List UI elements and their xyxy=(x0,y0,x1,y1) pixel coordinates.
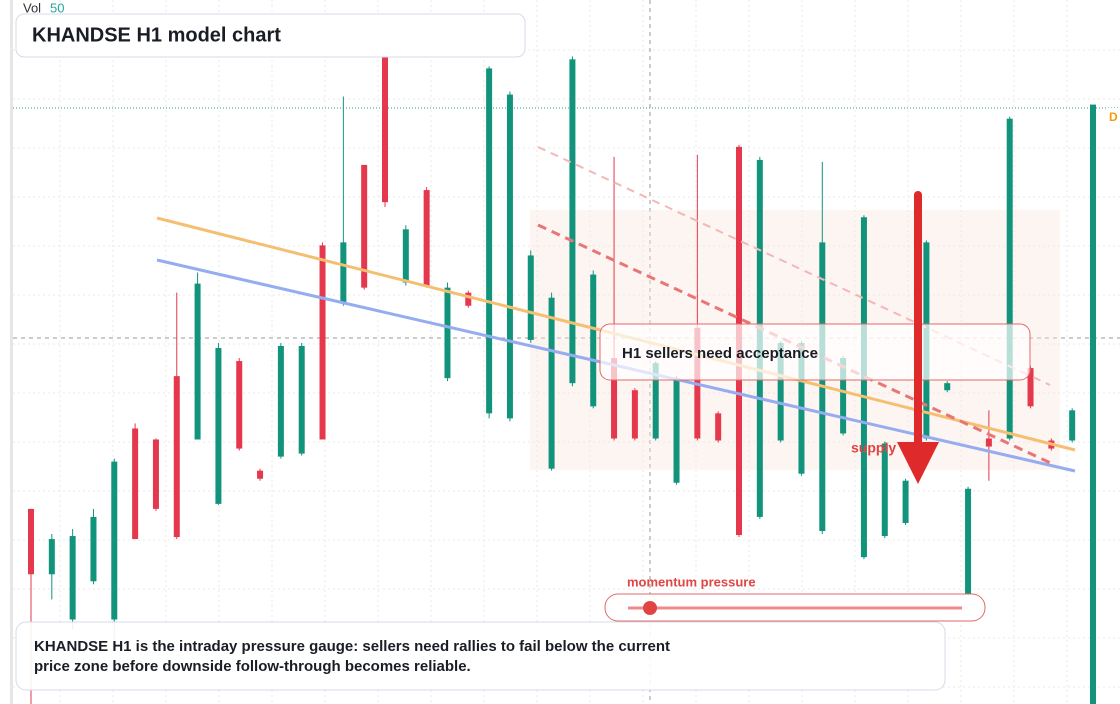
callout-box xyxy=(599,323,1031,381)
candle-body xyxy=(361,164,368,288)
vol-label: Vol xyxy=(23,0,41,15)
candle-body xyxy=(527,255,534,340)
candle-body xyxy=(257,470,264,479)
price-badge xyxy=(1104,108,1120,126)
candle-body xyxy=(319,245,326,440)
candle-body xyxy=(132,428,139,540)
candle-body xyxy=(215,347,222,504)
price-tag: D xyxy=(1109,110,1118,124)
candles xyxy=(28,51,1096,704)
candle-body xyxy=(590,274,597,407)
candle-body xyxy=(382,56,388,203)
footer-box xyxy=(15,621,946,691)
candle-body xyxy=(402,229,409,283)
candle-body xyxy=(444,287,451,379)
candle-body xyxy=(673,378,680,483)
candle-body xyxy=(1027,368,1034,407)
candle-body xyxy=(715,413,722,441)
candle-body xyxy=(569,59,576,384)
candle-body xyxy=(277,345,284,457)
candle-body xyxy=(881,443,888,537)
candle-body xyxy=(173,376,180,538)
candle-body xyxy=(28,508,34,575)
candle-body xyxy=(486,68,493,414)
candle-body xyxy=(194,283,201,440)
candle-body xyxy=(90,516,97,582)
left-edge xyxy=(10,0,13,704)
candle-body xyxy=(902,480,909,523)
candle-body xyxy=(152,439,159,509)
candle-body xyxy=(985,438,992,447)
candle-body xyxy=(111,461,118,620)
candle-body xyxy=(236,361,243,449)
candle-body xyxy=(48,539,55,575)
footer: KHANDSE H1 is the intraday pressure gaug… xyxy=(34,638,671,675)
zone-label: supply xyxy=(851,440,896,456)
candle-body xyxy=(506,94,513,419)
candle-body xyxy=(548,297,555,469)
vol-value: 50 xyxy=(50,0,64,15)
candle-body xyxy=(860,217,867,558)
candle-body xyxy=(298,345,305,454)
candle-body xyxy=(1090,104,1096,704)
candle-body xyxy=(1006,118,1013,439)
arrow-head xyxy=(897,442,939,484)
gauge-knob xyxy=(643,601,657,615)
trend-pink xyxy=(537,146,1051,386)
trend-red xyxy=(537,223,1056,467)
candle-body xyxy=(777,342,784,441)
candle-body xyxy=(340,242,347,303)
candle-body xyxy=(1069,410,1076,441)
candle-body xyxy=(611,358,618,439)
chart-title: KHANDSE H1 model chart xyxy=(32,24,281,46)
candle-body xyxy=(965,488,972,613)
candle-body xyxy=(652,363,659,439)
candle-body xyxy=(69,536,76,620)
title-box xyxy=(15,13,526,58)
candle-body xyxy=(465,292,472,306)
candle-body xyxy=(944,383,951,391)
candle-body xyxy=(423,190,430,286)
candle-body xyxy=(840,358,847,434)
candle-body xyxy=(631,390,638,439)
callout: H1 sellers need acceptance xyxy=(622,345,818,362)
gauge-label: momentum pressure xyxy=(627,574,756,589)
